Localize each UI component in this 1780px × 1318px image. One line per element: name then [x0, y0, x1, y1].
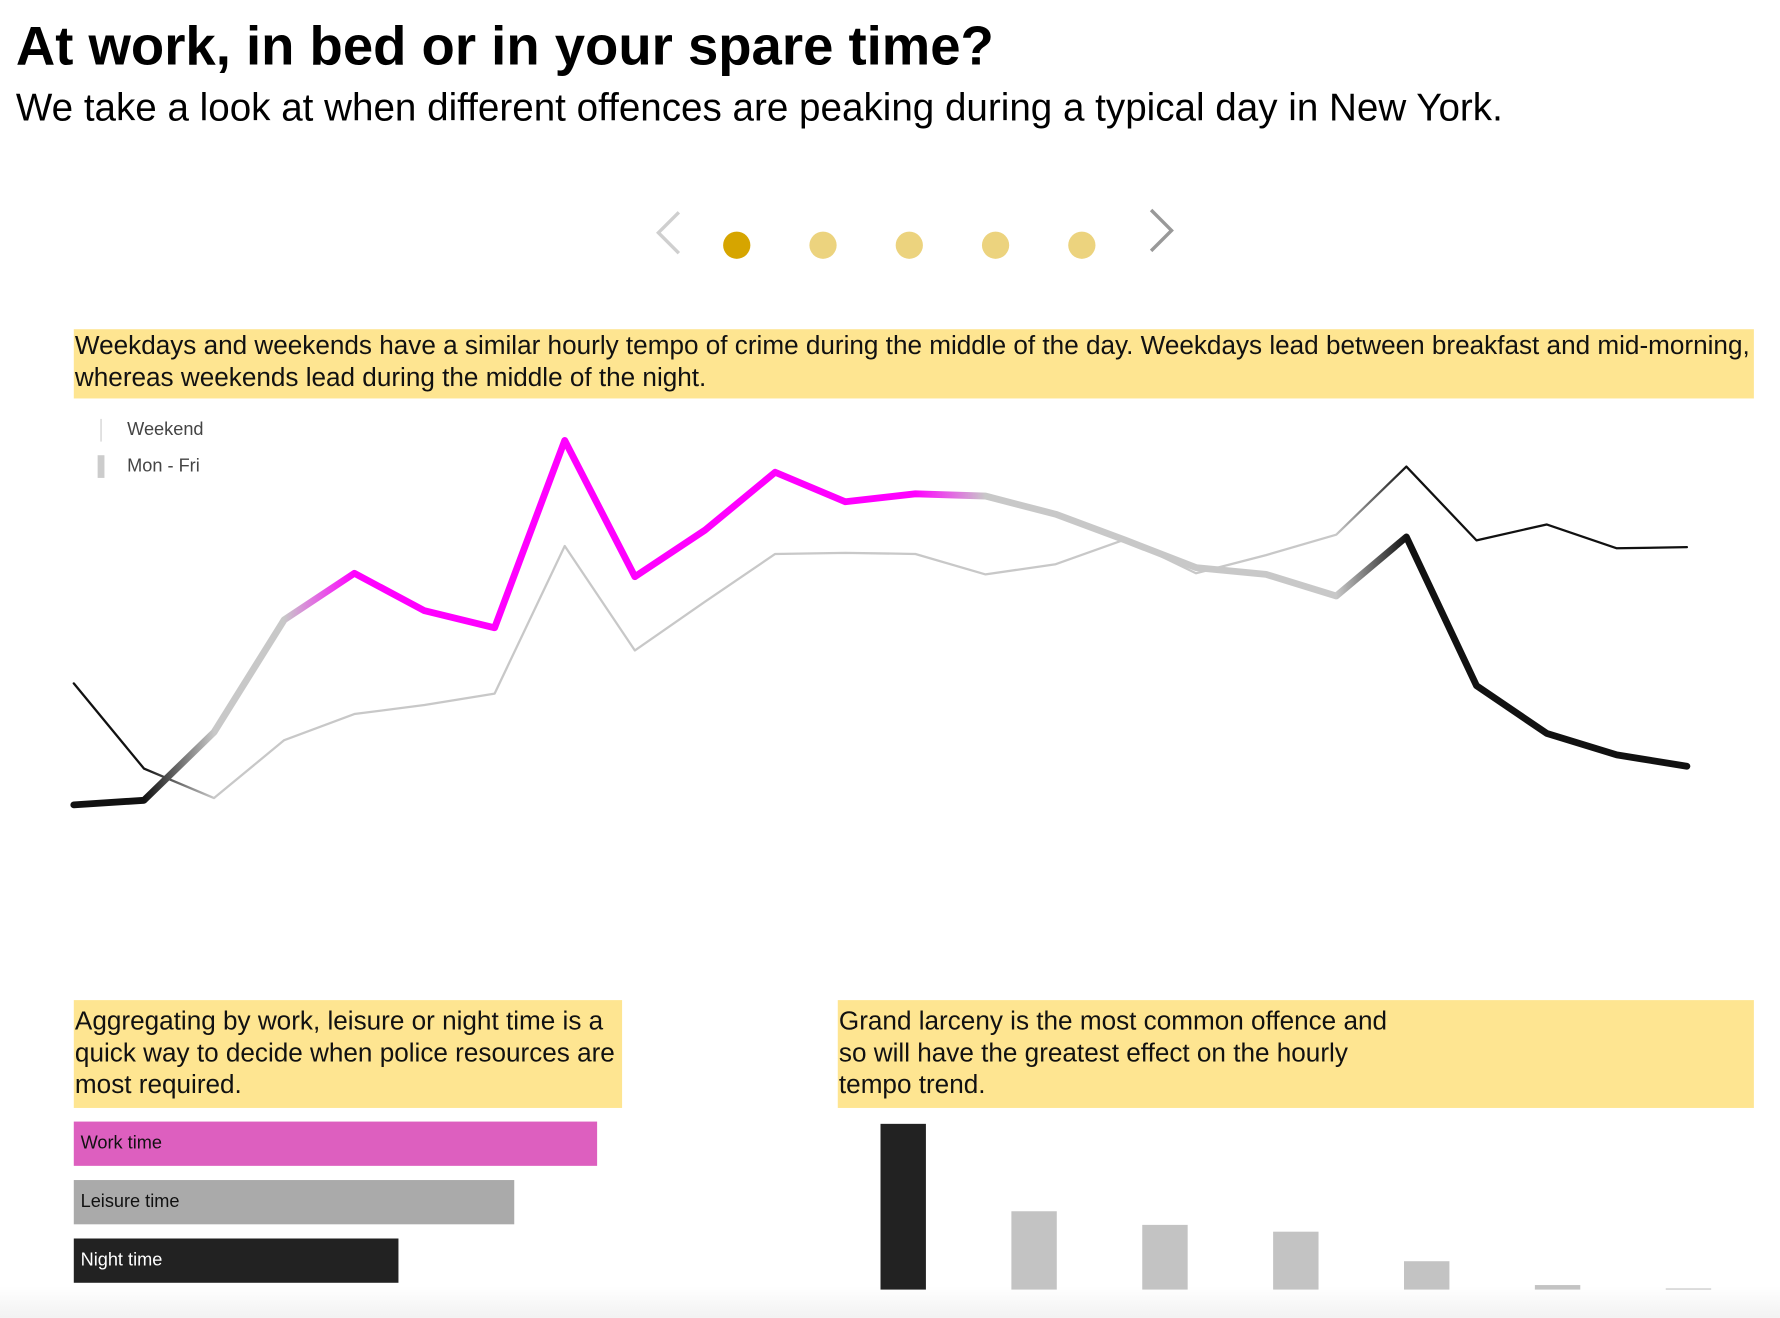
bar-label: Night time — [81, 1249, 163, 1269]
legend-label: Mon - Fri — [127, 455, 200, 475]
page-subtitle: We take a look at when different offence… — [15, 86, 1503, 130]
legend-label: Weekend — [127, 419, 203, 439]
bar-label: Leisure time — [81, 1191, 180, 1211]
carousel-dot[interactable] — [981, 231, 1010, 259]
prev-arrow[interactable] — [656, 211, 681, 255]
carousel-dot[interactable] — [1068, 231, 1096, 259]
bar — [1665, 1288, 1712, 1290]
bar — [1273, 1231, 1319, 1290]
bar-label: Work time — [81, 1133, 162, 1153]
bar — [1011, 1211, 1057, 1290]
annotation: Aggregating by work, leisure or night ti… — [73, 1000, 623, 1108]
bar — [1534, 1285, 1581, 1290]
annotation: Weekdays and weekends have a similar hou… — [73, 329, 1754, 399]
line-series — [72, 465, 1689, 800]
annotation: Grand larceny is the most common offence… — [837, 1000, 1754, 1108]
carousel-dot[interactable] — [723, 231, 751, 259]
footer-fade — [0, 1286, 1780, 1318]
bar — [1142, 1224, 1188, 1290]
line-series — [70, 437, 1691, 809]
carousel-dot[interactable] — [809, 231, 837, 259]
carousel-dot[interactable] — [895, 231, 923, 259]
next-arrow[interactable] — [1149, 208, 1174, 253]
bar — [880, 1123, 926, 1290]
bar — [73, 1180, 515, 1225]
page-title: At work, in bed or in your spare time? — [15, 17, 994, 78]
bar — [1403, 1261, 1450, 1290]
bar — [73, 1121, 598, 1166]
bar — [73, 1238, 399, 1283]
